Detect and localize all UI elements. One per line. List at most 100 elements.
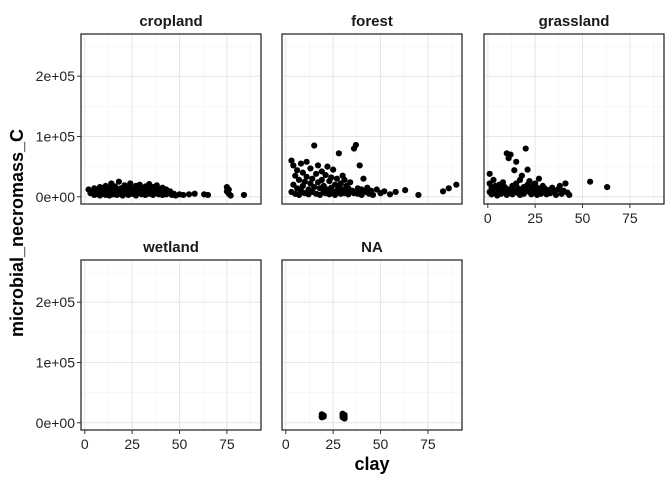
- data-point: [507, 151, 514, 158]
- data-point: [153, 182, 160, 189]
- data-point: [303, 173, 310, 180]
- data-point: [360, 175, 367, 182]
- x-tick-label: 75: [219, 436, 235, 452]
- data-point: [392, 188, 399, 196]
- data-point: [486, 170, 493, 177]
- x-tick-label: 25: [124, 436, 140, 452]
- panel-forest: forest: [281, 13, 463, 205]
- x-tick-label: 75: [420, 436, 436, 452]
- panel-border: [483, 33, 665, 205]
- x-tick-label: 25: [527, 210, 543, 226]
- strip-label: forest: [351, 13, 393, 30]
- data-point: [227, 192, 234, 199]
- strip-label: grassland: [539, 13, 610, 30]
- data-point: [295, 176, 303, 183]
- data-point: [294, 167, 301, 174]
- x-tick-label: 75: [622, 210, 638, 226]
- data-point: [313, 170, 320, 177]
- data-point: [453, 181, 460, 188]
- data-point: [415, 191, 422, 199]
- data-point: [499, 179, 507, 186]
- data-point: [341, 176, 348, 183]
- data-point: [311, 142, 318, 149]
- data-point: [292, 172, 299, 179]
- strip-label: cropland: [139, 13, 202, 30]
- data-point: [587, 178, 594, 185]
- data-point: [303, 158, 310, 165]
- data-point: [562, 180, 569, 187]
- data-point: [330, 166, 337, 173]
- data-point: [288, 157, 295, 164]
- data-point: [314, 162, 322, 169]
- panel-cropland: cropland 0e+00 1e+05 2e+05: [36, 13, 262, 205]
- data-point: [301, 178, 308, 185]
- data-point: [566, 191, 573, 199]
- data-point: [333, 175, 341, 182]
- data-point: [191, 190, 198, 197]
- x-tick-label: 0: [282, 436, 290, 452]
- data-point: [185, 191, 193, 198]
- x-tick-label: 50: [373, 436, 389, 452]
- y-tick-label: 2e+05: [36, 294, 76, 310]
- data-point: [526, 177, 533, 185]
- y-tick-label: 0e+00: [36, 415, 76, 431]
- data-point: [309, 175, 316, 182]
- data-point: [318, 176, 325, 183]
- x-tick-label: 50: [575, 210, 591, 226]
- panel-border: [281, 33, 463, 205]
- y-tick-label: 1e+05: [36, 128, 76, 144]
- panel-border: [80, 259, 262, 431]
- data-point: [524, 166, 531, 173]
- y-axis-title: microbial_necromass_C: [7, 129, 27, 337]
- data-point: [322, 171, 329, 179]
- data-point: [341, 415, 348, 422]
- strip-label: NA: [361, 239, 383, 256]
- data-point: [513, 158, 520, 165]
- data-point: [204, 191, 212, 199]
- data-point: [290, 162, 297, 169]
- y-tick-label: 0e+00: [36, 189, 76, 205]
- data-point: [445, 185, 452, 192]
- data-point: [511, 167, 518, 174]
- data-point: [356, 162, 363, 169]
- panel-border: [80, 33, 262, 205]
- panel-border: [281, 259, 463, 431]
- data-point: [352, 141, 359, 149]
- data-point: [127, 180, 134, 187]
- data-point: [347, 179, 354, 186]
- data-point: [299, 169, 306, 176]
- data-point: [402, 187, 409, 194]
- data-point: [556, 182, 563, 190]
- data-point: [535, 175, 543, 182]
- data-point: [552, 191, 560, 199]
- data-point: [381, 188, 388, 195]
- data-point: [369, 191, 377, 199]
- data-point: [335, 150, 342, 157]
- x-tick-label: 50: [172, 436, 188, 452]
- y-tick-label: 2e+05: [36, 68, 76, 84]
- data-point: [311, 184, 318, 191]
- data-point: [518, 172, 525, 179]
- data-point: [320, 413, 327, 420]
- x-tick-label: 25: [325, 436, 341, 452]
- panel-wetland: wetland 0 25 50 75 0e+00 1e+05 2e+05: [36, 239, 262, 452]
- strip-label: wetland: [142, 239, 199, 256]
- data-point: [180, 191, 187, 199]
- data-point: [240, 191, 248, 199]
- x-tick-label: 0: [484, 210, 492, 226]
- data-point: [115, 178, 122, 185]
- data-point: [225, 186, 232, 193]
- data-point: [324, 163, 331, 170]
- y-tick-label: 1e+05: [36, 354, 76, 370]
- data-point: [439, 188, 447, 195]
- data-point: [386, 191, 394, 198]
- panel-na: NA 0 25 50 75: [281, 239, 463, 452]
- panel-grassland: grassland 0 25 50 75: [483, 13, 665, 226]
- data-point: [307, 165, 314, 172]
- x-axis-title: clay: [354, 454, 389, 474]
- data-point: [490, 176, 497, 183]
- x-tick-label: 0: [81, 436, 89, 452]
- data-point: [604, 184, 611, 191]
- data-point: [328, 174, 335, 181]
- data-point: [522, 145, 529, 152]
